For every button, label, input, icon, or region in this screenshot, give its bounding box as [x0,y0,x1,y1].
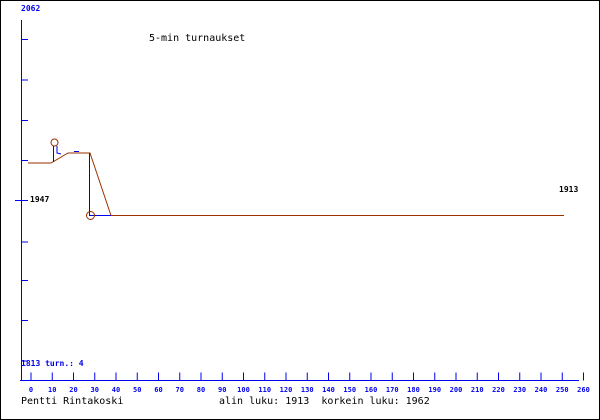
x-axis-tick-label: 30 [91,386,99,394]
x-axis-tick-label: 220 [492,386,505,394]
rating-floor-line: 1813 turn.: 4 [21,360,84,368]
final-rating-label: 1913 [559,185,579,194]
y-axis-min-label: 1813 [21,359,41,368]
x-axis-tick-label: 80 [197,386,205,394]
x-axis-tick-label: 40 [112,386,120,394]
x-axis-tick-label: 190 [428,386,441,394]
chart-title: 5-min turnaukset [149,33,246,44]
highest-rating-marker [50,138,59,147]
x-axis-tick-label: 70 [176,386,184,394]
y-axis-max-label: 2062 [21,4,41,13]
x-axis-tick-label: 260 [577,386,590,394]
x-axis-tick-label: 20 [69,386,77,394]
x-axis-tick-label: 200 [450,386,463,394]
x-axis-tick-label: 10 [48,386,56,394]
tournament-drop-and-tail [89,153,111,216]
x-axis-tick-label: 100 [237,386,250,394]
x-axis-tick-label: 50 [133,386,141,394]
x-axis-tick-label: 0 [29,386,33,394]
rating-curve [28,152,564,216]
tournament-descent [56,146,62,155]
rating-stats: alin luku: 1913 korkein luku: 1962 [219,396,430,407]
tournament-count-label: turn.: 4 [45,359,84,368]
x-axis-tick-label: 110 [258,386,271,394]
x-axis-tick-label: 250 [556,386,569,394]
lowest-rating-marker [86,211,95,220]
x-axis-tick-label: 140 [322,386,335,394]
x-axis-tick-label: 90 [218,386,226,394]
x-axis-tick-label: 210 [471,386,484,394]
x-axis-tick-label: 170 [386,386,399,394]
x-axis-tick-label: 120 [280,386,293,394]
x-axis-tick-label: 180 [407,386,420,394]
x-axis-tick-label: 130 [301,386,314,394]
player-name: Pentti Rintakoski [21,396,124,407]
x-axis-tick-label: 150 [343,386,356,394]
x-axis-tick-label: 240 [535,386,548,394]
x-axis-tick-label: 60 [154,386,162,394]
x-axis-tick-label: 230 [513,386,526,394]
y-axis-1947-label: 1947 [30,195,50,204]
x-axis-tick-label: 160 [365,386,378,394]
